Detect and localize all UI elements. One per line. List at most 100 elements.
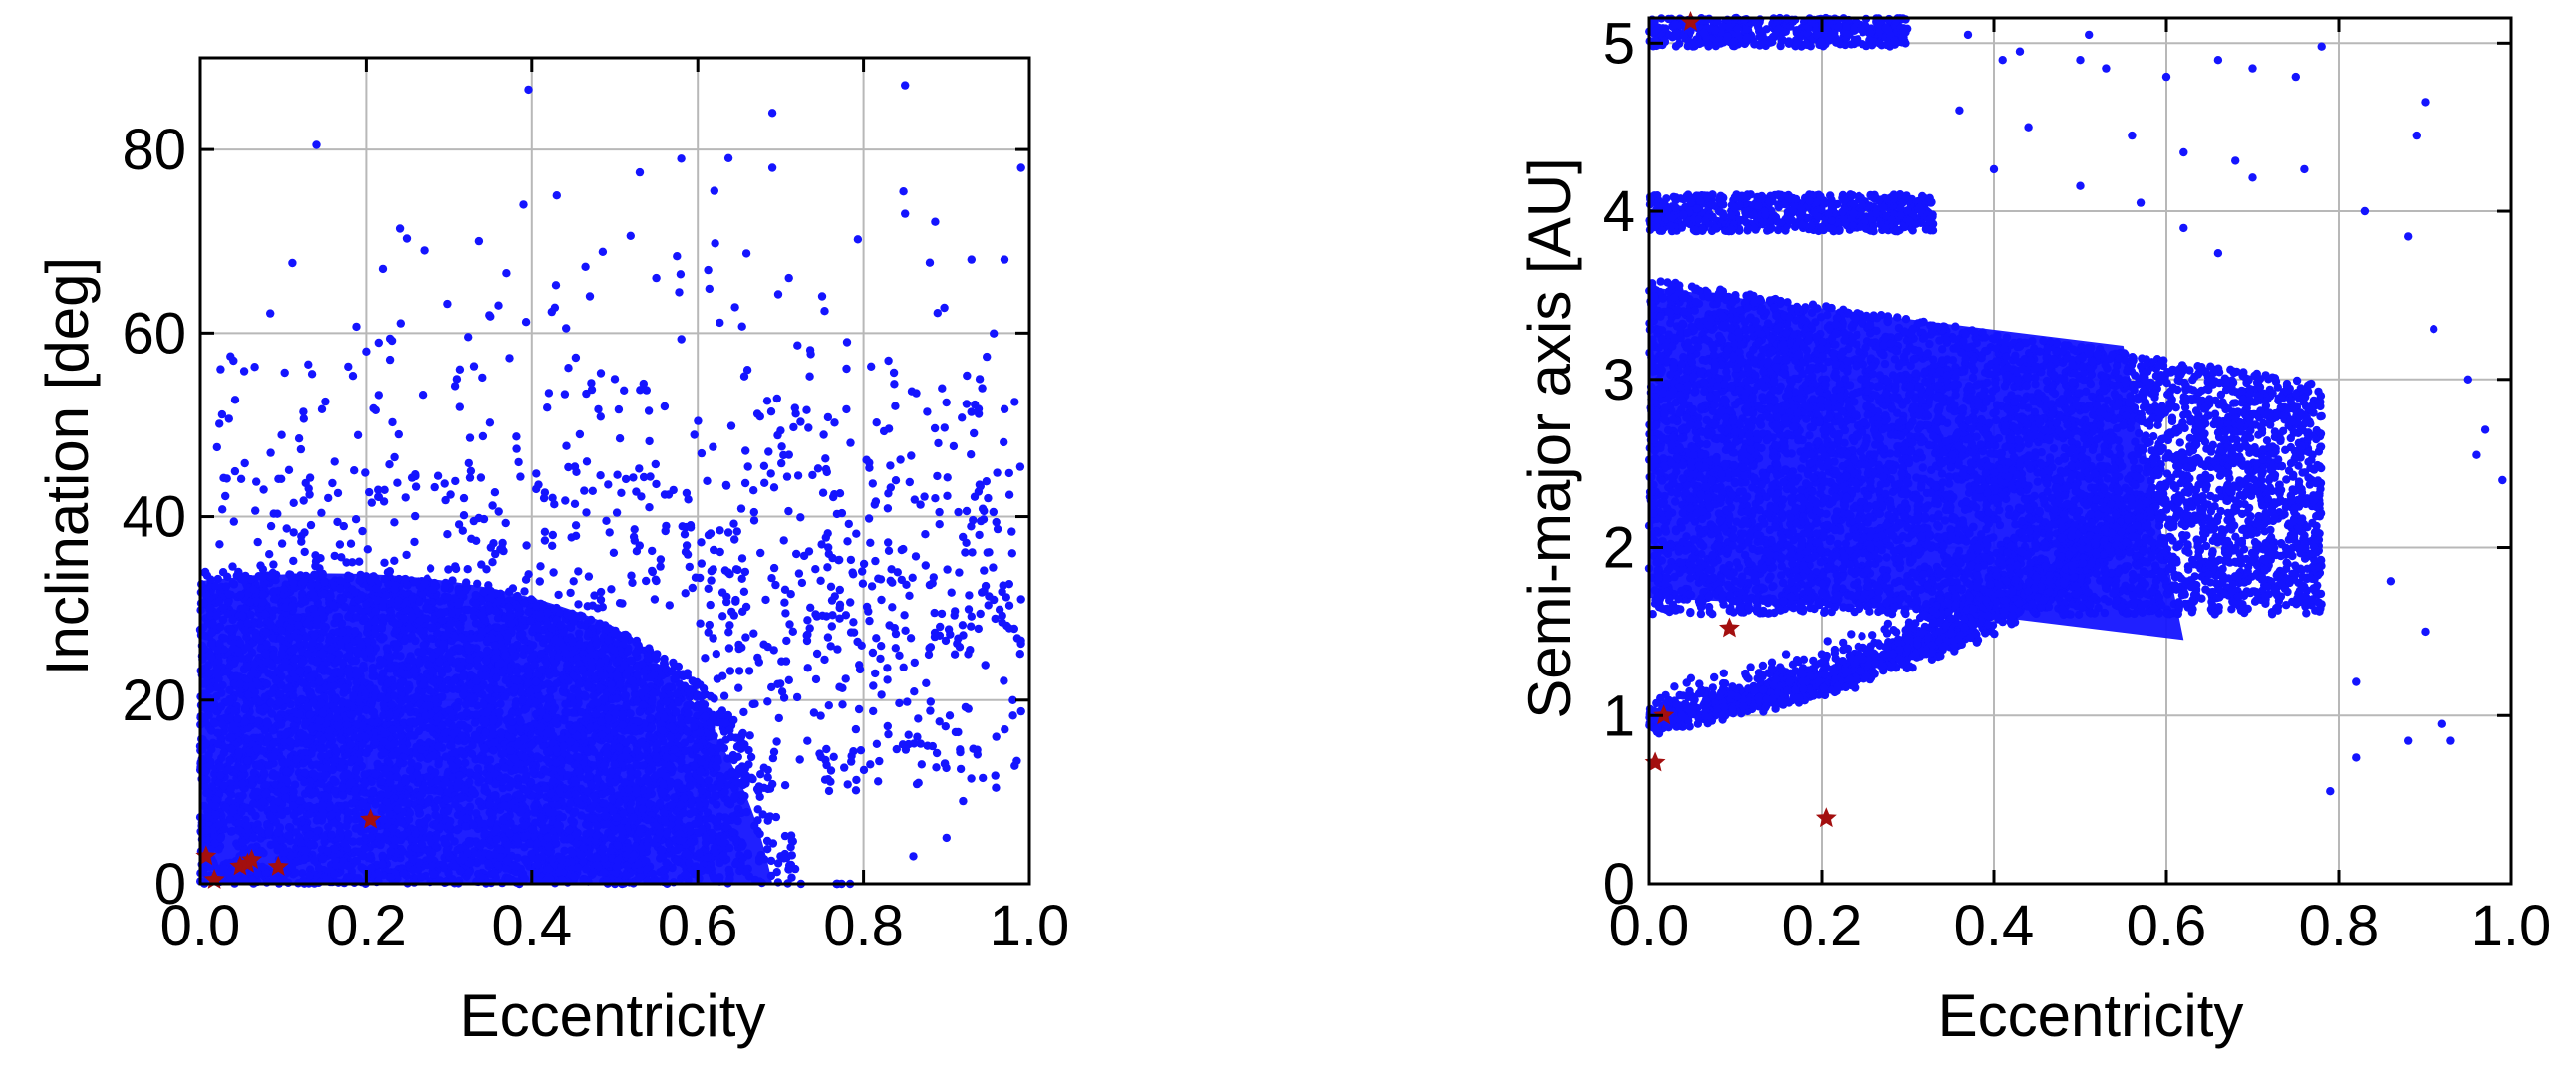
asteroid-point [228, 615, 237, 625]
asteroid-point [703, 853, 713, 862]
asteroid-point [696, 776, 705, 785]
asteroid-point [657, 769, 667, 778]
asteroid-point [724, 865, 733, 875]
asteroid-point [554, 824, 563, 834]
asteroid-point [269, 595, 279, 604]
asteroid-point [458, 614, 468, 623]
asteroid-point [443, 788, 452, 797]
asteroid-point [657, 845, 667, 855]
asteroid-point [214, 674, 223, 683]
asteroid-point [519, 832, 529, 841]
asteroid-point [742, 807, 751, 817]
asteroid-point [379, 748, 388, 757]
asteroid-point [379, 633, 388, 642]
asteroid-point [300, 778, 309, 787]
asteroid-point [223, 572, 232, 581]
asteroid-point [542, 755, 552, 764]
asteroid-point [631, 649, 641, 658]
asteroid-point [626, 709, 635, 718]
asteroid-point [213, 739, 222, 749]
asteroid-point [300, 854, 309, 863]
asteroid-point [493, 623, 502, 632]
asteroid-point [413, 762, 423, 771]
asteroid-point [377, 776, 386, 786]
asteroid-point [234, 819, 243, 828]
asteroid-point [315, 676, 324, 686]
asteroid-point [467, 749, 477, 758]
asteroid-point [704, 776, 714, 785]
asteroid-point [492, 684, 501, 694]
asteroid-point [241, 703, 250, 712]
asteroid-point [258, 797, 268, 806]
asteroid-point [746, 752, 756, 762]
asteroid-point [450, 837, 459, 846]
asteroid-point [665, 761, 674, 771]
asteroid-point [582, 713, 591, 722]
asteroid-point [301, 633, 311, 642]
asteroid-point [516, 717, 525, 726]
asteroid-point [431, 768, 440, 777]
asteroid-point [566, 799, 575, 808]
asteroid-point [623, 647, 633, 656]
asteroid-point [264, 761, 274, 770]
asteroid-point [535, 754, 545, 763]
asteroid-point [309, 697, 318, 707]
asteroid-point [461, 758, 470, 768]
asteroid-point [238, 838, 247, 847]
asteroid-point [587, 804, 596, 813]
asteroid-point [352, 613, 361, 622]
asteroid-point [382, 644, 392, 653]
asteroid-point [310, 856, 319, 865]
asteroid-point [508, 645, 517, 654]
asteroid-point [352, 764, 361, 774]
asteroid-point [564, 791, 573, 800]
asteroid-point [262, 628, 271, 638]
asteroid-point [207, 782, 217, 791]
asteroid-point [489, 715, 498, 724]
asteroid-point [683, 701, 692, 710]
asteroid-point [344, 613, 353, 622]
asteroid-point [352, 677, 361, 686]
asteroid-point [271, 675, 281, 685]
asteroid-point [277, 810, 287, 820]
asteroid-point [408, 657, 418, 666]
asteroid-point [386, 607, 395, 616]
asteroid-point [686, 838, 696, 847]
asteroid-point [493, 614, 503, 623]
asteroid-point [340, 839, 349, 848]
asteroid-point [374, 870, 384, 879]
asteroid-point [763, 773, 772, 782]
asteroid-point [204, 669, 213, 677]
asteroid-point [201, 767, 210, 776]
asteroid-point [718, 851, 728, 861]
asteroid-point [319, 832, 329, 842]
asteroid-point [325, 637, 334, 646]
asteroid-point [405, 766, 415, 775]
asteroid-point [497, 728, 506, 737]
asteroid-point [648, 697, 657, 706]
asteroid-point [637, 688, 646, 698]
asteroid-point [753, 805, 762, 814]
asteroid-point [496, 699, 505, 708]
asteroid-point [260, 692, 269, 701]
asteroid-point [206, 640, 216, 649]
asteroid-point [362, 705, 371, 714]
asteroid-point [213, 728, 222, 738]
asteroid-point [378, 860, 387, 869]
asteroid-point [485, 808, 494, 817]
asteroid-point [485, 683, 494, 693]
asteroid-point [346, 573, 355, 583]
asteroid-point [383, 678, 392, 688]
asteroid-point [427, 724, 436, 733]
asteroid-point [512, 862, 521, 871]
asteroid-point [503, 632, 513, 642]
asteroid-point [447, 741, 456, 750]
asteroid-point [536, 722, 546, 732]
asteroid-point [786, 831, 796, 840]
asteroid-point [592, 860, 602, 870]
asteroid-point [662, 753, 671, 762]
asteroid-point [501, 864, 510, 873]
asteroid-point [217, 753, 226, 763]
asteroid-point [378, 851, 387, 860]
